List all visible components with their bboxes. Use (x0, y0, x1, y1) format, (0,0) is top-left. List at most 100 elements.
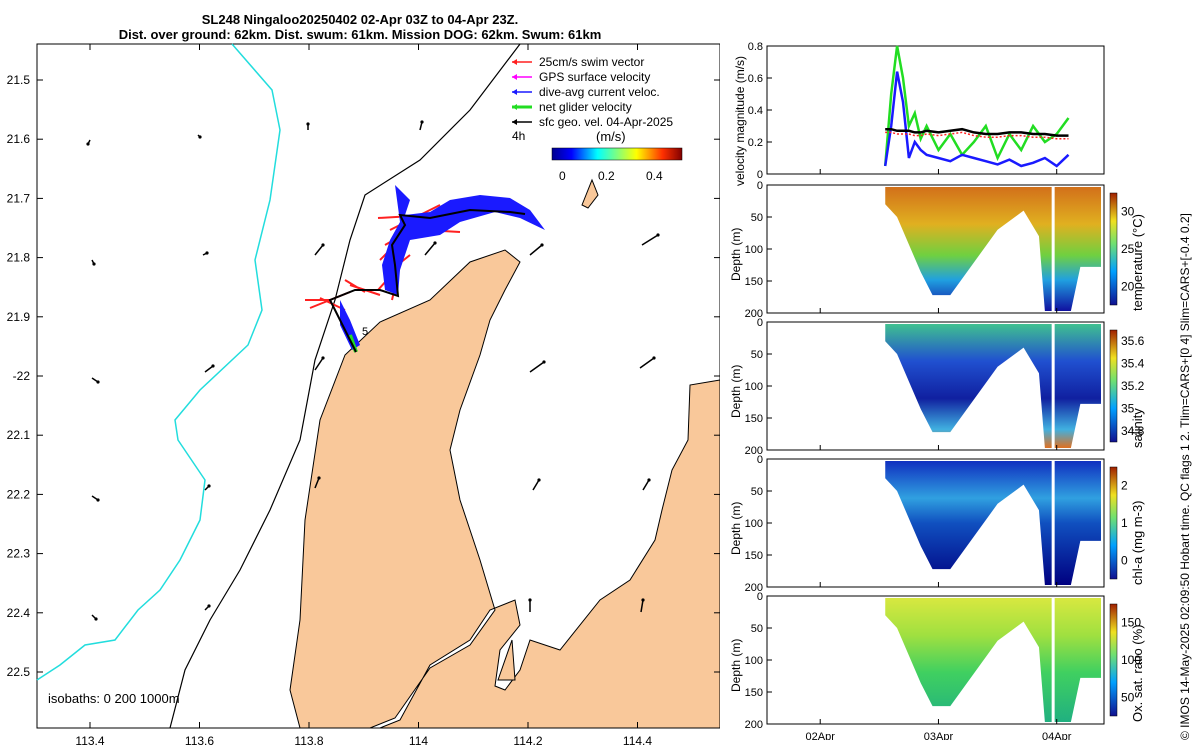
map-y-tick: 21.9 (7, 310, 31, 324)
legend-label: net glider velocity (539, 100, 632, 114)
depth-tick: 100 (745, 518, 763, 530)
section-data-region (885, 187, 1101, 311)
section-data-region (885, 461, 1101, 585)
velocity-y-tick: 0.2 (748, 137, 763, 149)
section-x-tick: 04Apr (1042, 731, 1072, 740)
colorbar-label: (m/s) (596, 129, 626, 144)
section-x-tick: 03Apr (924, 731, 954, 740)
velocity-y-tick: 0.8 (748, 41, 763, 53)
depth-tick: 150 (745, 276, 763, 288)
glider-track-map: 5 113.4 113.6 113.8 114 114.2 114.4 21.5 21.6 21… (7, 43, 720, 748)
colorbar-tick: 0 (1121, 553, 1128, 567)
geo-arrow (424, 242, 436, 256)
waypoint-label: 5 (362, 326, 368, 338)
map-y-tick: 21.5 (7, 73, 31, 87)
isobaths-label: isobaths: 0 200 1000m (48, 691, 180, 706)
speed-colorbar (551, 147, 683, 161)
section-data-region (885, 324, 1101, 448)
section-panel-salinity: 0 50 100 150 200 Depth (m) 34.8 35 35.2 35.4 35.6 s… (730, 317, 1145, 457)
colorbar-tick: 30 (1121, 205, 1135, 219)
legend-label: dive-avg current veloc. (539, 85, 660, 99)
colorbar-tick: 34.8 (1121, 424, 1145, 438)
map-y-tick: 22.1 (7, 428, 31, 442)
geo-arrow (642, 479, 650, 491)
colorbar-tick: 2 (1121, 479, 1128, 493)
map-y-tick: 22.5 (7, 665, 31, 679)
colorbar-tick: 35.4 (1121, 357, 1145, 371)
geo-arrow (529, 361, 545, 373)
legend-label: GPS surface velocity (539, 70, 650, 84)
section-colorbar (1109, 603, 1118, 717)
velocity-panel: 0 0.2 0.4 0.6 0.8 velocity magnitude (m/s) (733, 41, 1105, 186)
map-axes: 113.4 113.6 113.8 114 114.2 114.4 21.5 21.6 21.7… (7, 44, 720, 748)
depth-tick: 150 (745, 550, 763, 562)
geo-arrow (639, 357, 655, 369)
depth-tick: 50 (751, 349, 763, 361)
isobath-1000m (36, 43, 281, 681)
legend-prefix: 4h (512, 129, 525, 143)
side-note: © IMOS 14-May-2025 02:09:50 Hobart time.… (1178, 213, 1192, 740)
depth-tick: 200 (745, 308, 763, 320)
plot-title-line1: SL248 Ningaloo20250402 02-Apr 03Z to 04-… (201, 12, 519, 27)
legend-label: sfc geo. vel. 04-Apr-2025 (539, 115, 673, 129)
depth-axis-label: Depth (m) (730, 365, 743, 418)
velocity-y-tick: 0 (757, 169, 763, 181)
map-x-tick: 113.4 (75, 734, 104, 748)
section-colorbar (1109, 192, 1118, 306)
geo-arrow (204, 365, 214, 373)
depth-tick: 100 (745, 655, 763, 667)
map-y-tick: 22.4 (7, 606, 31, 620)
geo-arrow (314, 477, 320, 489)
colorbar-tick: 20 (1121, 279, 1135, 293)
depth-tick: 100 (745, 244, 763, 256)
geo-arrow (532, 479, 540, 491)
velocity-y-tick: 0.4 (748, 105, 763, 117)
colorbar-tick: 25 (1121, 242, 1135, 256)
section-x-tick: 02Apr (806, 731, 836, 740)
map-y-tick: 21.8 (7, 251, 31, 265)
map-x-tick: 113.6 (185, 734, 214, 748)
geo-velocity-arrows (86, 120, 660, 621)
depth-axis-label: Depth (m) (730, 639, 743, 692)
map-y-tick: 21.6 (7, 132, 31, 146)
section-label: chl-a (mg m-3) (1130, 500, 1145, 585)
geo-arrow (640, 599, 644, 613)
depth-tick: 50 (751, 623, 763, 635)
isobath-200m (169, 43, 521, 729)
depth-tick: 200 (745, 582, 763, 594)
legend-label: 25cm/s swim vector (539, 55, 644, 69)
depth-tick: 150 (745, 413, 763, 425)
island (581, 178, 599, 209)
geo-arrow (529, 244, 543, 256)
velocity-ylabel: velocity magnitude (m/s) (733, 56, 747, 186)
map-x-tick: 114 (409, 734, 428, 748)
depth-axis-label: Depth (m) (730, 502, 743, 555)
colorbar-tick: 50 (1121, 690, 1135, 704)
depth-tick: 0 (757, 180, 763, 192)
section-label: Ox. sat. ratio (%) (1130, 624, 1145, 722)
section-label: temperature (°C) (1130, 214, 1145, 311)
colorbar-tick: 1 (1121, 516, 1128, 530)
velocity-series-line (883, 71, 1070, 168)
depth-tick: 50 (751, 212, 763, 224)
depth-tick: 0 (757, 591, 763, 603)
colorbar-tick: 35 (1121, 401, 1135, 415)
colorbar-tick: 35.2 (1121, 379, 1145, 393)
geo-arrow (314, 244, 324, 256)
depth-tick: 200 (745, 719, 763, 731)
colorbar-tick: 0.4 (646, 169, 663, 183)
velocity-series-line (883, 45, 1070, 167)
colorbar-tick: 0 (559, 169, 566, 183)
island (497, 639, 516, 681)
plot-title-line2: Dist. over ground: 62km. Dist. swum: 61k… (118, 27, 602, 42)
depth-tick: 150 (745, 687, 763, 699)
map-y-tick: 22.2 (7, 487, 31, 501)
map-y-tick: 22.3 (7, 547, 31, 561)
map-x-tick: 114.4 (623, 734, 652, 748)
section-data-region (885, 598, 1101, 722)
